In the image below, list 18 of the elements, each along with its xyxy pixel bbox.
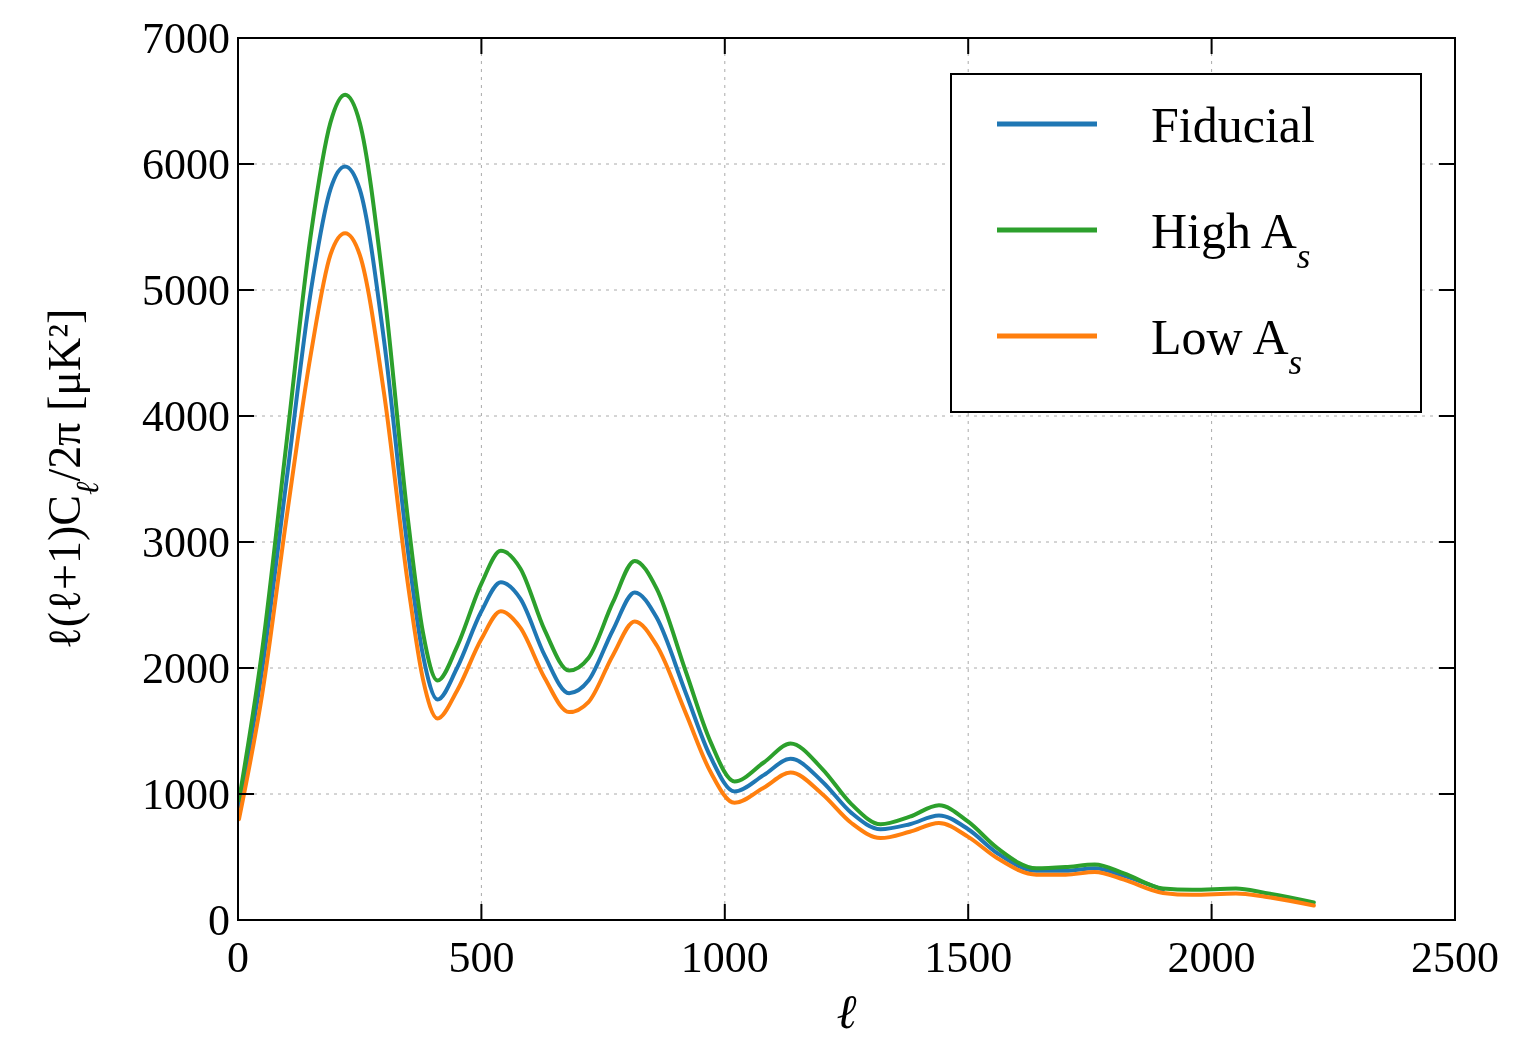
legend-label: Fiducial — [1151, 96, 1315, 153]
legend-label: Low A$_{s}$ — [1151, 308, 1303, 381]
x-axis-title: ℓ — [836, 985, 857, 1038]
y-tick-label: 3000 — [142, 518, 230, 568]
x-tick-label: 1500 — [924, 933, 1013, 982]
x-tick-label: 2000 — [1167, 933, 1256, 982]
y-tick-label: 5000 — [142, 266, 230, 316]
y-tick-label: 0 — [208, 896, 230, 946]
y-tick-label: 2000 — [142, 644, 230, 694]
legend-label: High A$_{s}$ — [1151, 202, 1311, 275]
y-tick-label: 1000 — [142, 770, 230, 820]
x-tick-label: 2500 — [1411, 933, 1499, 982]
x-tick-label: 500 — [448, 933, 515, 982]
y-tick-label: 7000 — [142, 14, 230, 64]
y-tick-label: 6000 — [142, 140, 230, 190]
x-tick-label: 1000 — [680, 933, 769, 982]
y-tick-label: 4000 — [142, 392, 230, 442]
line-series — [236, 92, 1316, 905]
